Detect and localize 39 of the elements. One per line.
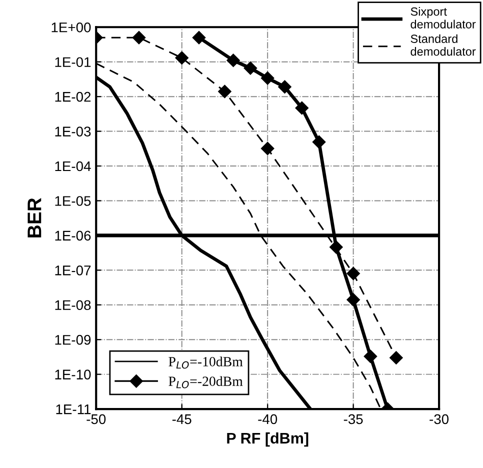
legend-label: Standard demodulator — [410, 34, 476, 56]
point — [364, 350, 378, 363]
y-tick-label: 1E-05 — [55, 196, 91, 206]
point — [346, 266, 360, 280]
point — [218, 84, 232, 98]
y-tick-label: 1E-07 — [55, 266, 91, 276]
y-tick-label: 1E-11 — [56, 404, 91, 414]
y-tick-label: 1E-04 — [55, 161, 91, 172]
point — [175, 51, 188, 64]
x-axis-title: P RF [dBm] — [227, 432, 308, 447]
y-tick-label: 1E-06 — [55, 230, 91, 241]
y-tick-label: 1E-01 — [55, 57, 91, 68]
y-tick-label: 1E-02 — [55, 92, 91, 102]
x-tick-label: -50 — [86, 414, 106, 424]
point — [390, 351, 403, 364]
y-tick-label: 1E-03 — [55, 126, 91, 136]
point — [260, 72, 274, 85]
point — [192, 31, 206, 44]
x-tick-label: -30 — [430, 414, 449, 424]
point — [312, 135, 326, 149]
x-tick-label: -45 — [172, 414, 192, 424]
point — [346, 293, 360, 306]
annotation: P$_{LO}$=-10dBm — [168, 356, 243, 369]
x-tick-label: -40 — [258, 414, 278, 424]
y-tick-label: 1E-08 — [55, 300, 91, 310]
point — [330, 240, 343, 254]
point — [244, 62, 258, 75]
y-axis-title: BER — [28, 198, 42, 238]
point — [278, 80, 292, 94]
y-tick-label: 1E-10 — [55, 370, 91, 380]
point — [132, 31, 146, 44]
legend-label: P$_{LO}$=-20dBm — [168, 376, 243, 388]
point — [295, 101, 308, 115]
point — [260, 142, 274, 156]
x-tick-label: -35 — [344, 414, 363, 424]
legend-label: Sixport demodulator — [410, 7, 476, 28]
y-tick-label: 1E-09 — [55, 334, 91, 345]
point — [226, 54, 240, 68]
y-tick-label: 1E+00 — [52, 22, 91, 32]
